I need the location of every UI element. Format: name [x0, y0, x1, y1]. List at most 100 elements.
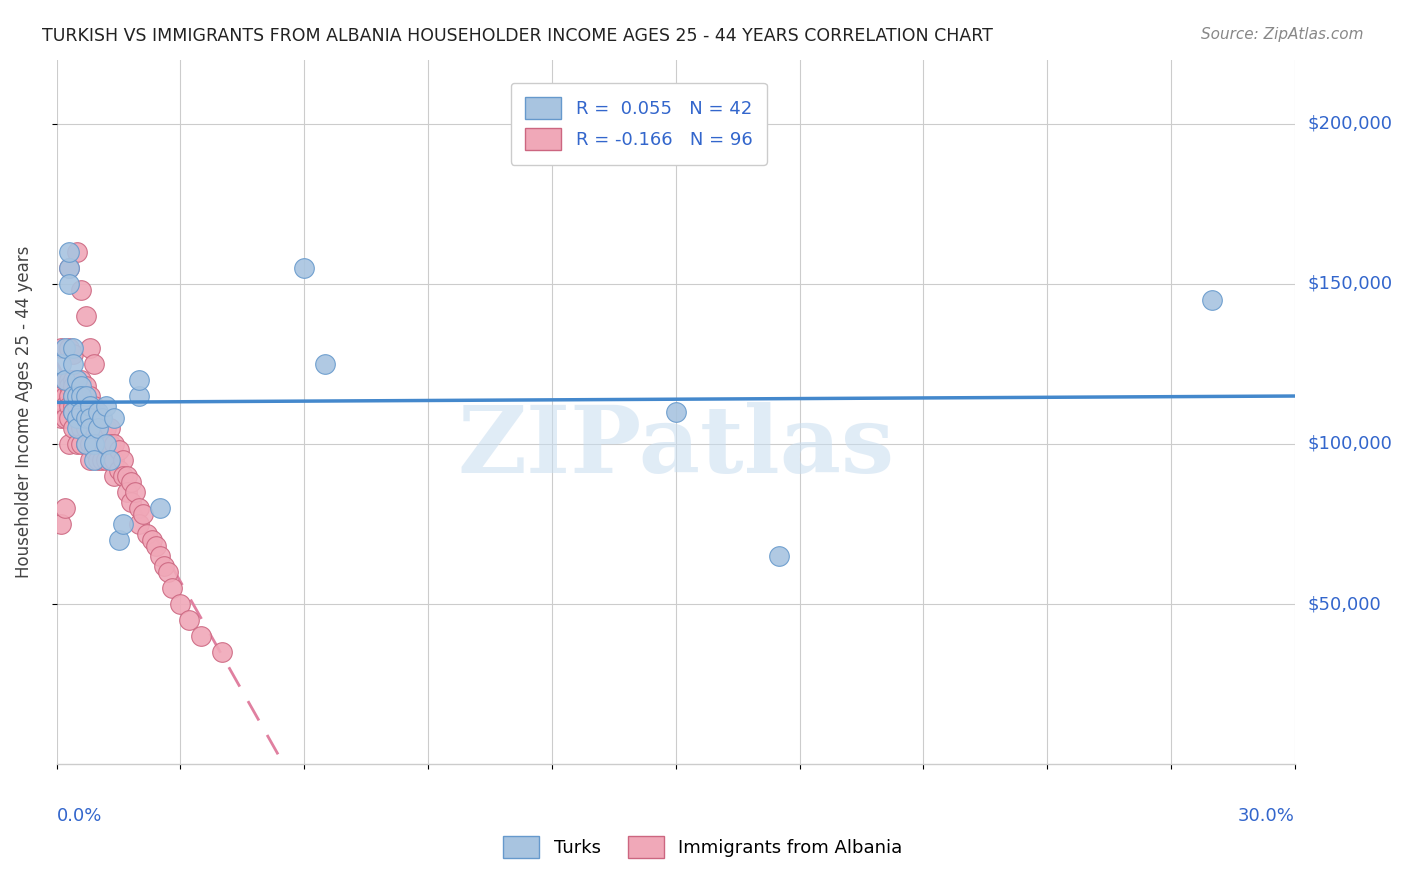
Point	[66, 411, 89, 425]
Point	[58, 260, 80, 275]
Point	[75, 399, 97, 413]
Point	[49, 411, 72, 425]
Y-axis label: Householder Income Ages 25 - 44 years: Householder Income Ages 25 - 44 years	[15, 246, 32, 578]
Point	[62, 389, 84, 403]
Point	[75, 411, 97, 425]
Point	[58, 389, 80, 403]
Point	[70, 411, 93, 425]
Point	[103, 469, 125, 483]
Point	[169, 597, 191, 611]
Point	[87, 421, 110, 435]
Point	[53, 411, 76, 425]
Point	[79, 389, 101, 403]
Point	[87, 453, 110, 467]
Point	[79, 399, 101, 413]
Point	[58, 260, 80, 275]
Point	[58, 277, 80, 291]
Legend: Turks, Immigrants from Albania: Turks, Immigrants from Albania	[496, 829, 910, 865]
Point	[128, 389, 150, 403]
Point	[103, 437, 125, 451]
Point	[62, 373, 84, 387]
Point	[53, 373, 76, 387]
Point	[83, 421, 105, 435]
Point	[58, 437, 80, 451]
Point	[62, 357, 84, 371]
Point	[79, 421, 101, 435]
Point	[83, 357, 105, 371]
Point	[49, 341, 72, 355]
Point	[66, 421, 89, 435]
Point	[91, 411, 114, 425]
Point	[83, 411, 105, 425]
Point	[66, 399, 89, 413]
Point	[53, 501, 76, 516]
Text: 30.0%: 30.0%	[1239, 806, 1295, 824]
Point	[190, 629, 212, 643]
Point	[49, 516, 72, 531]
Point	[79, 411, 101, 425]
Point	[111, 516, 134, 531]
Point	[70, 421, 93, 435]
Point	[79, 399, 101, 413]
Point	[94, 437, 117, 451]
Point	[160, 581, 183, 595]
Point	[62, 405, 84, 419]
Point	[292, 260, 315, 275]
Point	[58, 341, 80, 355]
Point	[149, 549, 172, 563]
Point	[98, 437, 121, 451]
Point	[157, 565, 180, 579]
Point	[62, 405, 84, 419]
Point	[177, 613, 200, 627]
Point	[98, 453, 121, 467]
Point	[98, 421, 121, 435]
Legend: R =  0.055   N = 42, R = -0.166   N = 96: R = 0.055 N = 42, R = -0.166 N = 96	[510, 83, 766, 165]
Point	[70, 373, 93, 387]
Point	[58, 379, 80, 393]
Point	[128, 516, 150, 531]
Point	[91, 411, 114, 425]
Point	[53, 389, 76, 403]
Point	[128, 373, 150, 387]
Point	[66, 373, 89, 387]
Point	[87, 411, 110, 425]
Point	[70, 283, 93, 297]
Text: Source: ZipAtlas.com: Source: ZipAtlas.com	[1201, 27, 1364, 42]
Text: $150,000: $150,000	[1308, 275, 1392, 293]
Point	[79, 453, 101, 467]
Point	[79, 341, 101, 355]
Point	[120, 475, 142, 490]
Point	[62, 421, 84, 435]
Point	[58, 373, 80, 387]
Point	[70, 389, 93, 403]
Point	[107, 462, 129, 476]
Point	[111, 469, 134, 483]
Point	[94, 421, 117, 435]
Point	[58, 399, 80, 413]
Point	[49, 357, 72, 371]
Point	[128, 501, 150, 516]
Text: 0.0%: 0.0%	[56, 806, 103, 824]
Point	[111, 453, 134, 467]
Point	[120, 494, 142, 508]
Point	[53, 341, 76, 355]
Point	[66, 389, 89, 403]
Point	[132, 508, 155, 522]
Point	[75, 437, 97, 451]
Text: $200,000: $200,000	[1308, 115, 1392, 133]
Point	[1201, 293, 1223, 307]
Point	[49, 389, 72, 403]
Point	[75, 389, 97, 403]
Text: $100,000: $100,000	[1308, 435, 1392, 453]
Point	[58, 411, 80, 425]
Point	[136, 526, 159, 541]
Point	[75, 411, 97, 425]
Point	[58, 244, 80, 259]
Text: TURKISH VS IMMIGRANTS FROM ALBANIA HOUSEHOLDER INCOME AGES 25 - 44 YEARS CORRELA: TURKISH VS IMMIGRANTS FROM ALBANIA HOUSE…	[42, 27, 993, 45]
Point	[66, 437, 89, 451]
Point	[145, 540, 167, 554]
Point	[153, 558, 176, 573]
Point	[124, 485, 146, 500]
Point	[79, 437, 101, 451]
Point	[66, 373, 89, 387]
